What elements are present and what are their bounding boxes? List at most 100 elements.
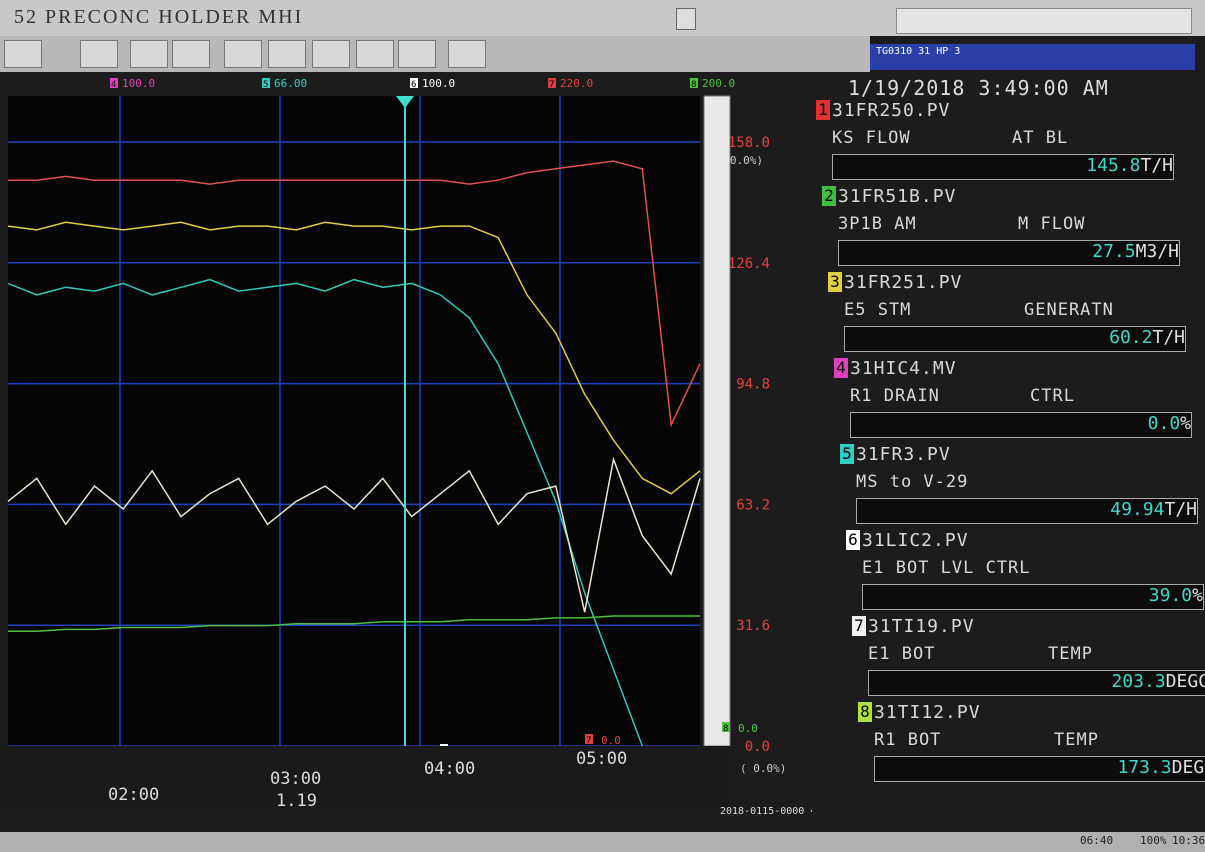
scale-top: 100.0 — [422, 77, 455, 90]
pen-tag: 31LIC2.PV — [862, 530, 969, 551]
pen-description: E1 BOT LVL CTRL — [862, 558, 1031, 578]
pen-tag: 31FR251.PV — [844, 272, 962, 293]
pen-number: 8 — [723, 724, 728, 734]
tool-button[interactable] — [448, 40, 486, 68]
pen-tag: 31FR51B.PV — [838, 186, 956, 207]
pen-value: 60.2 — [1109, 327, 1152, 348]
pen-number: 7 — [549, 80, 554, 90]
pen-unit: % — [1192, 585, 1203, 606]
tool-button[interactable] — [268, 40, 306, 68]
pen-description: TEMP — [1054, 730, 1099, 750]
pen-number: 7 — [586, 736, 591, 746]
pen-description: KS FLOW — [832, 128, 911, 148]
pen-unit: T/H — [1152, 327, 1185, 348]
tool-button[interactable] — [398, 40, 436, 68]
tool-button[interactable] — [312, 40, 350, 68]
pen-unit: DEGC — [1166, 671, 1205, 692]
pen-value: 173.3 — [1117, 757, 1171, 778]
tool-button[interactable] — [80, 40, 118, 68]
status-time: 06:40 — [1080, 834, 1113, 847]
scale-top: 200.0 — [702, 77, 735, 90]
pen-number: 7 — [852, 616, 866, 636]
tool-button[interactable] — [130, 40, 168, 68]
pen-unit: T/H — [1140, 155, 1173, 176]
pen-number: 8 — [691, 80, 696, 90]
status-percent: 100% — [1140, 834, 1167, 847]
pen-description: 3P1B AM — [838, 214, 917, 234]
cursor-date: 1.19 — [276, 791, 317, 811]
pen-description: GENERATN — [1024, 300, 1114, 320]
pen-number: 4 — [111, 80, 116, 90]
pen-number: 6 — [411, 80, 416, 90]
y-tick-label: 63.2 — [736, 497, 770, 513]
window-title: 52 PRECONC HOLDER MHI — [14, 6, 303, 29]
tool-button[interactable] — [224, 40, 262, 68]
y-tick-label: 31.6 — [736, 618, 770, 634]
pen-description: E1 BOT — [868, 644, 935, 664]
pen-value: 145.8 — [1086, 155, 1140, 176]
y-tick-label: 158.0 — [728, 135, 770, 151]
pen-tag: 31HIC4.MV — [850, 358, 957, 379]
status-bar: 06:40 100% 10:36 — [0, 832, 1205, 852]
pen-number: 2 — [822, 186, 836, 206]
pen-description: E5 STM — [844, 300, 911, 320]
pen-description: TEMP — [1048, 644, 1093, 664]
tool-button[interactable] — [172, 40, 210, 68]
pen-number: 4 — [834, 358, 848, 378]
pen-number: 1 — [816, 100, 830, 120]
pen-unit: M3/H — [1136, 241, 1179, 262]
input-box[interactable] — [896, 8, 1192, 34]
pen-value: 27.5 — [1092, 241, 1135, 262]
pen-value-box: 49.94T/H — [856, 498, 1198, 524]
pen-description: M FLOW — [1018, 214, 1085, 234]
pen-tag: 31FR3.PV — [856, 444, 951, 465]
scale-top: 220.0 — [560, 77, 593, 90]
time-label: 02:00 — [108, 785, 159, 805]
pen-value-box: 27.5M3/H — [838, 240, 1180, 266]
pen-value: 49.94 — [1110, 499, 1164, 520]
pen-number: 5 — [263, 80, 268, 90]
pen-number: 5 — [840, 444, 854, 464]
status-clock: 10:36 — [1172, 834, 1205, 847]
pen-description: R1 BOT — [874, 730, 941, 750]
scale-top: 66.00 — [274, 77, 307, 90]
plot-background — [8, 96, 700, 746]
time-range: 2018-0115-0000 <=> 2018-0121-2359 — [720, 806, 812, 817]
pen-unit: T/H — [1164, 499, 1197, 520]
pen-number: 3 — [828, 272, 842, 292]
pen-description: R1 DRAIN — [850, 386, 940, 406]
tool-button[interactable] — [4, 40, 42, 68]
scrollbar — [704, 96, 730, 746]
time-label: 03:00 — [270, 769, 321, 789]
pen-tag: 31TI19.PV — [868, 616, 975, 637]
y-tick-label: 0.0 — [745, 739, 770, 755]
time-label: 04:00 — [424, 759, 475, 779]
screen: 52 PRECONC HOLDER MHI TG0310 31 HP 3 158… — [0, 0, 1205, 852]
tool-button[interactable] — [356, 40, 394, 68]
pen-number: 8 — [858, 702, 872, 722]
scale-bottom: 0.0 — [738, 722, 758, 735]
pen-value-box: 0.0% — [850, 412, 1192, 438]
pen-description: AT BL — [1012, 128, 1068, 148]
pen-value-box: 203.3DEGC — [868, 670, 1205, 696]
pen-number: 6 — [846, 530, 860, 550]
dropdown[interactable] — [676, 8, 696, 30]
y-tick-label: 126.4 — [728, 256, 770, 272]
pen-tag: 31TI12.PV — [874, 702, 981, 723]
toolbar — [0, 36, 870, 72]
scale-bottom: 0.0 — [601, 734, 621, 747]
pen-value: 0.0 — [1148, 413, 1181, 434]
pen-value-box: 145.8T/H — [832, 154, 1174, 180]
pen-value-box: 39.0% — [862, 584, 1204, 610]
time-label: 05:00 — [576, 749, 627, 769]
pen-description: MS to V-29 — [856, 472, 968, 492]
